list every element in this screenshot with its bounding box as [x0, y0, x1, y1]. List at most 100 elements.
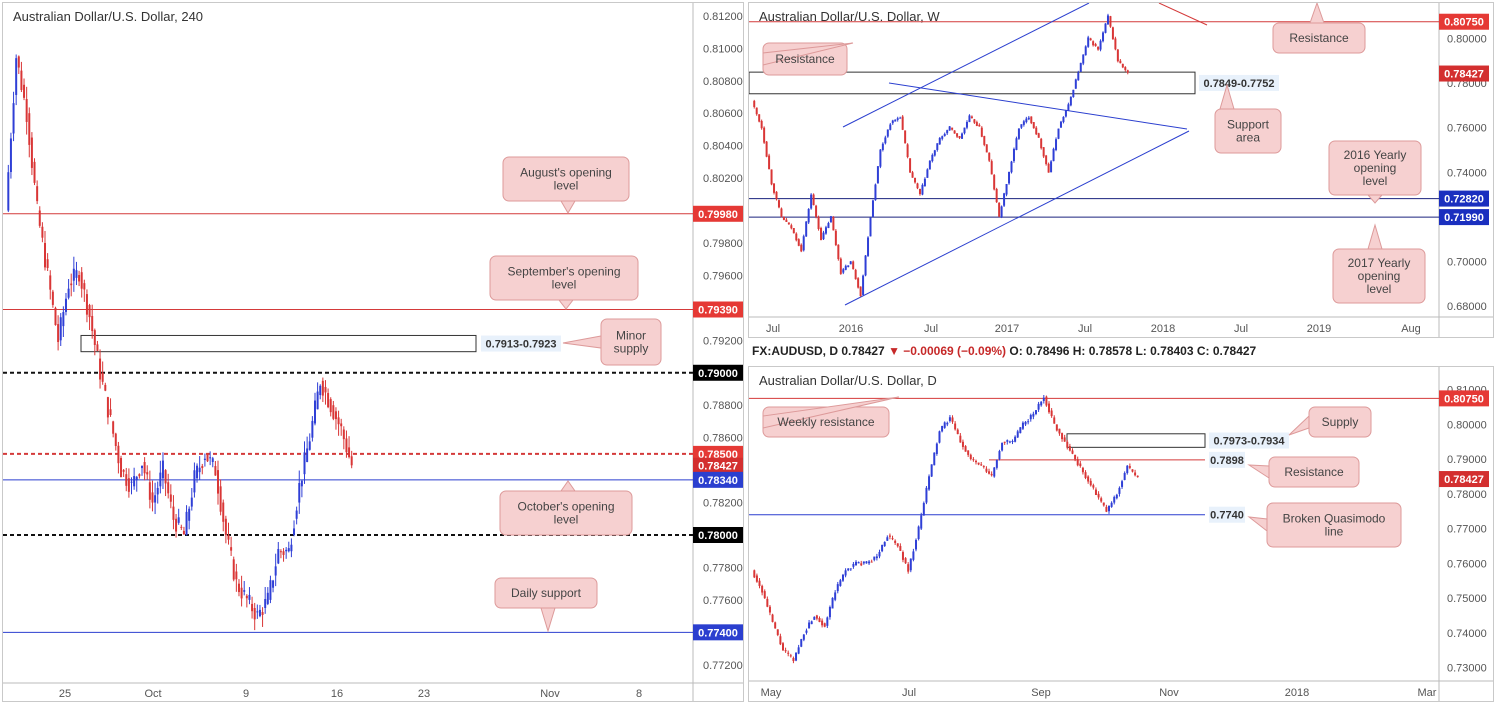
h4-candle: [83, 283, 86, 290]
daily-candle: [1071, 450, 1074, 454]
weekly-candle: [1121, 63, 1124, 68]
daily-candle: [904, 558, 907, 564]
daily-candle: [883, 542, 886, 546]
h4-callout-august-pointer: [560, 200, 576, 214]
weekly-candle: [1111, 27, 1114, 40]
daily-candle: [961, 441, 964, 447]
h4-candle: [75, 270, 78, 278]
daily-candle: [1008, 441, 1011, 443]
h4-candle: [78, 275, 81, 282]
daily-supply-zone: [1066, 433, 1206, 448]
daily-candle: [948, 417, 951, 421]
daily-candle: [860, 563, 863, 566]
h4-candle: [350, 456, 353, 466]
daily-candle: [967, 450, 970, 455]
h4-y-tick: 0.80400: [703, 141, 743, 153]
weekly-candle: [805, 221, 808, 237]
h4-candle: [319, 385, 322, 396]
daily-zone-label-tag: [1209, 432, 1289, 449]
weekly-candle: [1079, 62, 1082, 72]
h4-candle: [112, 421, 115, 434]
h4-chart-panel[interactable]: Australian Dollar/U.S. Dollar, 240 0.812…: [2, 2, 744, 702]
ticker-bar: FX:AUDUSD, D 0.78427 ▼ −0.00069 (−0.09%)…: [752, 344, 1256, 358]
daily-candle: [839, 580, 842, 586]
daily-candle: [1113, 496, 1116, 503]
weekly-chart-panel[interactable]: Australian Dollar/U.S. Dollar, W 0.80750…: [748, 2, 1494, 338]
daily-candle: [1092, 485, 1095, 488]
h4-candle: [311, 420, 314, 438]
h4-callout-daily-support-text: Daily support: [511, 586, 582, 600]
daily-candle: [808, 622, 811, 629]
weekly-callout-2017-text: level: [1367, 282, 1392, 296]
h4-candle: [245, 595, 248, 599]
weekly-candle: [1087, 37, 1090, 47]
daily-candle: [1128, 466, 1131, 468]
h4-candle: [159, 472, 162, 487]
daily-candle: [865, 561, 868, 564]
daily-candle: [784, 650, 787, 652]
daily-candle: [888, 535, 891, 537]
weekly-candle: [995, 188, 998, 203]
daily-callout-resistance-text: Resistance: [1284, 465, 1344, 479]
daily-y-tick: 0.80000: [1447, 419, 1487, 431]
h4-candle: [67, 288, 70, 298]
daily-candle: [951, 417, 954, 422]
daily-candle: [779, 636, 782, 645]
h4-chart-svg[interactable]: 0.81200 0.81000 0.80800 0.80600 0.80400 0.802…: [3, 3, 743, 701]
weekly-candle: [1064, 110, 1067, 117]
h4-candle: [337, 417, 340, 425]
h4-candle: [30, 137, 33, 168]
h4-callout-august-text: level: [554, 179, 579, 193]
h4-candle: [295, 510, 298, 519]
daily-candle: [907, 564, 910, 572]
daily-chart-panel[interactable]: Australian Dollar/U.S. Dollar, D 0.81000…: [748, 366, 1494, 702]
weekly-candle: [1059, 121, 1062, 128]
daily-candle: [847, 568, 850, 571]
h4-candle: [109, 409, 112, 415]
weekly-candle: [998, 202, 1001, 217]
daily-candle: [797, 647, 800, 654]
weekly-candle: [1008, 172, 1011, 184]
h4-candle: [54, 307, 57, 326]
weekly-candle: [1000, 206, 1003, 217]
weekly-candle: [1074, 79, 1077, 89]
daily-level-tag-text: 0.78427: [1444, 474, 1484, 486]
weekly-x-tick: 2016: [839, 323, 863, 335]
weekly-y-tick: 0.68000: [1447, 301, 1487, 313]
daily-candle: [980, 464, 983, 466]
weekly-level-tag: [1439, 13, 1489, 30]
daily-candle: [1110, 502, 1113, 507]
weekly-candle: [1077, 72, 1080, 81]
h4-candle: [293, 528, 296, 535]
weekly-candle: [1119, 60, 1122, 64]
h4-candle: [203, 458, 206, 460]
weekly-candle: [1069, 96, 1072, 106]
h4-candle: [20, 70, 23, 90]
daily-candle: [761, 585, 764, 593]
h4-candle: [211, 458, 214, 462]
daily-candle: [1040, 401, 1043, 406]
daily-candle: [763, 591, 766, 599]
weekly-candle: [953, 130, 956, 134]
daily-candle: [1089, 480, 1092, 486]
h4-candle: [232, 559, 235, 580]
weekly-callout-resistance-right-pointer: [1309, 3, 1325, 24]
weekly-candle: [1032, 122, 1035, 129]
ticker-change: ▼ −0.00069 (−0.09%): [888, 344, 1007, 358]
h4-x-tick: Oct: [144, 688, 161, 700]
weekly-candle: [918, 188, 921, 195]
daily-candle: [899, 545, 902, 551]
weekly-candle: [889, 124, 892, 130]
daily-chart-svg[interactable]: 0.810000.807500.800000.790000.784270.780…: [749, 367, 1493, 701]
weekly-level-tag-text: 0.80750: [1444, 17, 1484, 29]
weekly-candle: [943, 133, 946, 137]
h4-candle: [9, 138, 12, 173]
h4-zone-label-tag-text: 0.7913-0.7923: [486, 339, 557, 351]
weekly-candle: [864, 255, 867, 276]
h4-candle: [161, 460, 164, 479]
weekly-candle: [958, 136, 961, 139]
weekly-chart-svg[interactable]: 0.807500.800000.784270.780000.760000.740…: [749, 3, 1493, 337]
h4-candle: [151, 492, 154, 503]
h4-candle: [332, 405, 335, 419]
h4-candle: [188, 508, 191, 521]
